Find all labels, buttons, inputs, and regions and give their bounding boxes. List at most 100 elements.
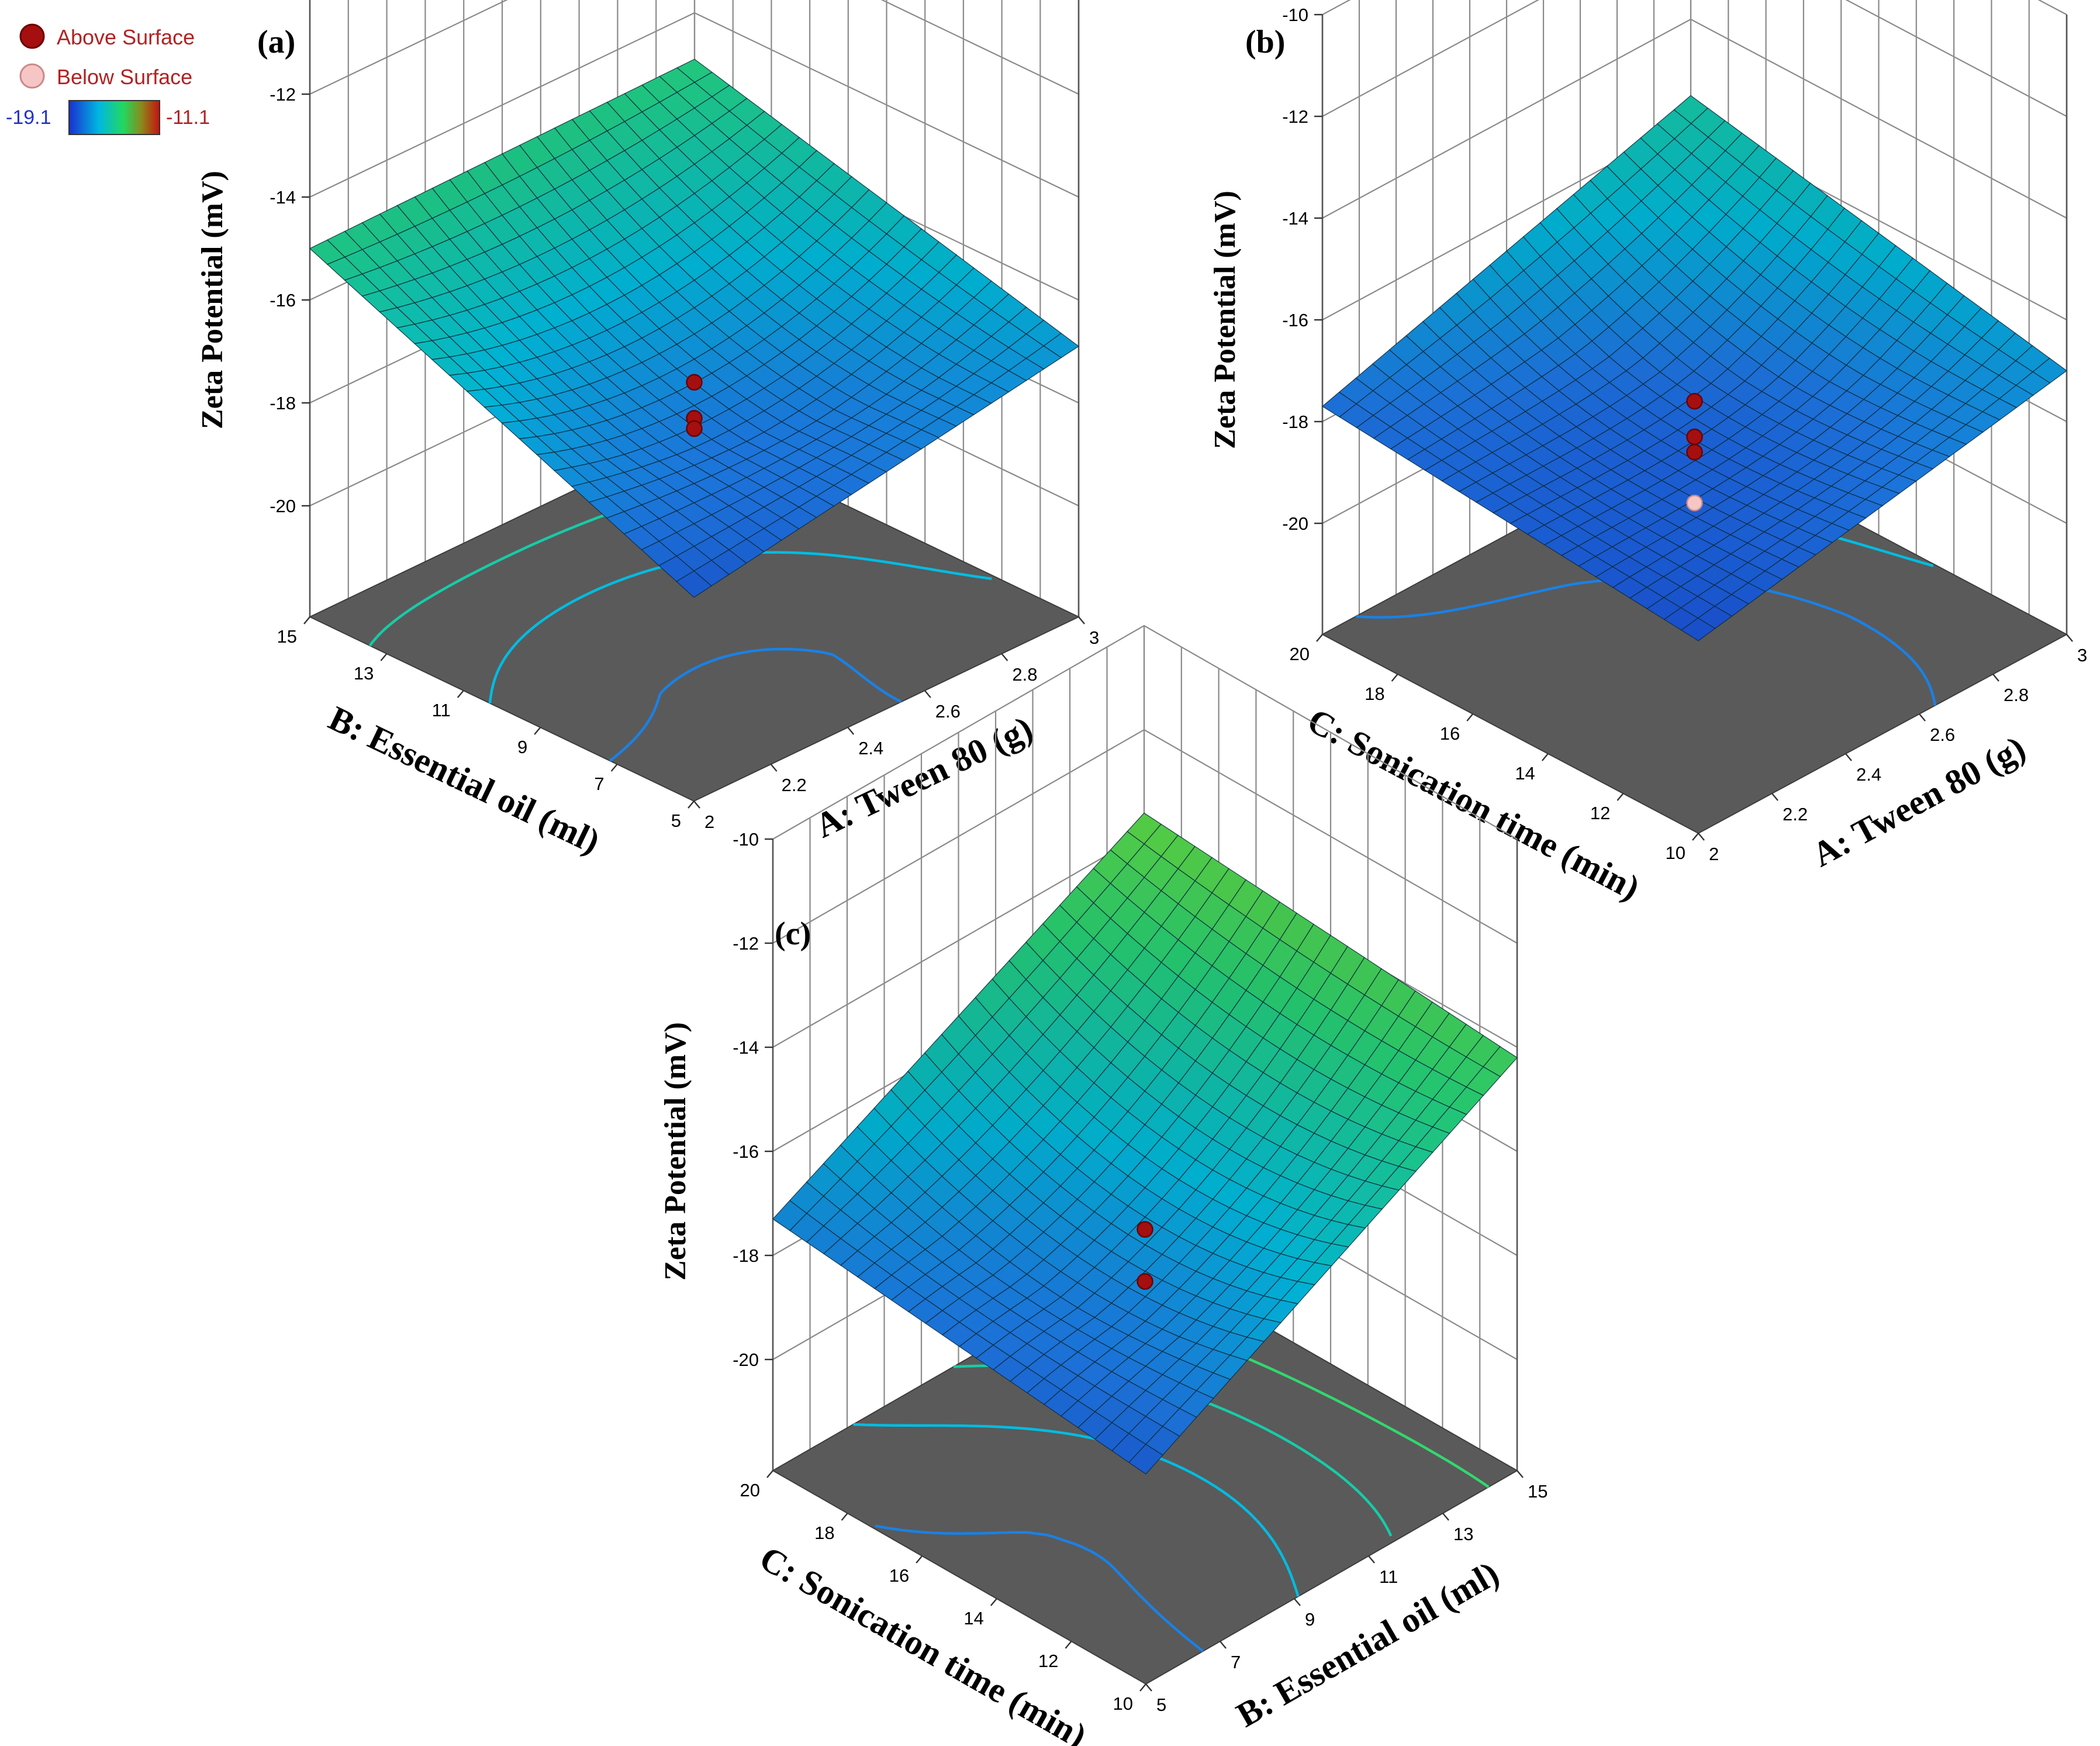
panel-b-y-tickmark [1391, 674, 1398, 682]
panel-b-y-tick-label: 14 [1515, 763, 1535, 784]
panel-c-design-points [1137, 1221, 1153, 1290]
panel-c-y-tick-label: 14 [963, 1608, 983, 1628]
panel-b-wall-gridline [1322, 0, 2067, 15]
panel-b-y-tick-label: 18 [1365, 684, 1384, 704]
panel-b-z-tick-label: -16 [1282, 310, 1308, 330]
panel-b-y-tickmark [1541, 753, 1549, 761]
panel-a-x-tickmark [693, 800, 700, 809]
panel-c-x-tickmark [1294, 1598, 1301, 1606]
panel-c-z-tick-label: -14 [733, 1037, 759, 1058]
panel-a-z-tick-label: -18 [270, 393, 296, 413]
panel-c-x-tick-label: 9 [1305, 1609, 1315, 1630]
panel-a-y-tick-label: 5 [671, 810, 681, 831]
panel-a-y-tick-label: 9 [517, 737, 527, 757]
panel-b-x-tickmark [1771, 793, 1778, 801]
panel-c-y-tick-label: 16 [889, 1565, 909, 1586]
panel-c-surface [772, 812, 1518, 1475]
panel-b-surface-patch [1680, 617, 1716, 641]
panel-b-z-tick-label: -20 [1282, 513, 1308, 534]
panel-b-design-points [1686, 392, 1703, 512]
panel-b-y-tick-label: 12 [1590, 803, 1610, 823]
panel-c-y-tick-label: 12 [1038, 1651, 1058, 1671]
panel-b-z-tick-label: -14 [1282, 208, 1308, 229]
panel-a-y-tick-label: 7 [594, 774, 604, 794]
panel-a-x-tickmark [847, 727, 855, 735]
panel-a-x-tickmark [1078, 616, 1085, 624]
panel-b-x-ticks: 2 2.2 2.4 2.6 2.8 3 [1698, 634, 2087, 864]
panel-b: -10 -12 -14 -16 -18 -20 2 2.2 2.4 2.6 2.8 3 10 12 14 16… [1208, 0, 2087, 907]
panel-c-y-tick-label: 20 [740, 1480, 760, 1500]
panel-a-z-axis-title: Zeta Potential (mV) [196, 171, 229, 429]
panel-c-z-axis-title: Zeta Potential (mV) [659, 1022, 692, 1281]
panel-b-z-tick-label: -10 [1282, 5, 1308, 25]
panel-a-x-tick-label: 2.6 [935, 701, 961, 722]
panel-c-z-tick-label: -20 [733, 1350, 759, 1370]
panel-b-x-tickmark [1845, 753, 1852, 761]
panel-c-design-point-above [1137, 1221, 1153, 1238]
panel-c-x-tickmark [1368, 1555, 1375, 1564]
panel-a-z-ticks: -10 -12 -14 -16 -18 -20 [270, 0, 310, 516]
panel-a-x-tick-label: 2.4 [858, 738, 883, 758]
panel-c-x-tick-label: 11 [1379, 1566, 1398, 1587]
panel-b-x-tickmark [1919, 713, 1926, 722]
panel-c-y-tickmark [1139, 1683, 1146, 1692]
panel-b-y-ticks: 10 12 14 16 18 20 [1290, 634, 1699, 863]
panel-a-x-tickmark [1001, 653, 1008, 661]
panel-a-wall-gridline [309, 0, 1079, 95]
panel-c-y-ticks: 10 12 14 16 18 20 [740, 1470, 1146, 1714]
above-surface-marker [19, 23, 45, 49]
legend: Above Surface Below Surface -19.1 -11.1 [6, 23, 210, 135]
panel-c-contour-line [853, 1423, 1300, 1597]
panel-c-x-tick-label: 7 [1231, 1652, 1241, 1672]
panel-a-x-ticks: 2 2.2 2.4 2.6 2.8 3 [693, 616, 1099, 832]
panel-c-y-tickmark [1065, 1641, 1072, 1649]
panel-b-x-tick-label: 3 [2077, 645, 2087, 665]
panel-a-x-tickmark [924, 690, 931, 698]
panel-c-x-tick-label: 13 [1453, 1524, 1473, 1544]
panel-a-contour-line [609, 647, 902, 762]
panel-c-z-tick-label: -12 [733, 933, 759, 954]
panel-b-design-point-above [1686, 428, 1703, 446]
panel-b-x-tickmark [1698, 833, 1705, 841]
below-surface-marker [19, 63, 45, 89]
panel-b-wall-gridline [1322, 0, 2067, 117]
panel-a-z-tick-label: -20 [270, 496, 296, 516]
panel-b-x-tickmark [1992, 674, 1999, 682]
panel-b-y-tickmark [1617, 793, 1624, 801]
panel-c-design-point-above [1137, 1273, 1153, 1290]
panel-b-label: (b) [1245, 24, 1285, 60]
panel-a-y-tickmark [534, 727, 541, 735]
panel-b-x-tick-label: 2.6 [1930, 724, 1955, 745]
panel-c-x-tickmark [1145, 1683, 1152, 1692]
panel-b-design-point-above [1686, 392, 1703, 410]
panel-b-x-tick-label: 2 [1709, 844, 1719, 864]
panel-a-z-tick-label: -14 [270, 187, 296, 208]
panel-b-surface [1321, 95, 2068, 641]
panel-a-y-tickmark [380, 653, 388, 661]
panel-c-label: (c) [775, 916, 811, 952]
colorbar [68, 100, 160, 135]
panel-c-z-tick-label: -10 [733, 829, 759, 850]
colorbar-max-label: -11.1 [166, 106, 210, 129]
panel-a-label: (a) [257, 24, 295, 60]
panel-b-x-tick-label: 2.4 [1856, 764, 1881, 785]
panel-c-x-tickmark [1517, 1470, 1524, 1478]
panel-c-x-ticks: 5 7 9 11 13 15 [1145, 1470, 1548, 1715]
panel-a-surface-patch [676, 570, 712, 598]
panel-a-y-tickmark [457, 690, 464, 698]
panel-a-y-tick-label: 11 [432, 700, 451, 720]
panel-a-y-tickmark [688, 800, 695, 809]
panel-b-x-tick-label: 2.2 [1783, 804, 1808, 824]
panel-a-x-tickmark [770, 764, 778, 772]
panel-b-y-tick-label: 16 [1440, 723, 1460, 744]
below-surface-label: Below Surface [57, 65, 192, 89]
panel-a-design-point-above [686, 374, 703, 391]
panel-a: -10 -12 -14 -16 -18 -20 2 2.2 2.4 2.6 2.8 3 5 7 9 11 13 1… [196, 0, 1099, 861]
panel-c-y-tickmark [766, 1470, 773, 1478]
panel-b-y-tick-label: 20 [1290, 644, 1310, 664]
panel-c-x-tickmark [1220, 1641, 1227, 1649]
panel-a-y-tick-label: 13 [354, 663, 374, 684]
panel-b-z-ticks: -10 -12 -14 -16 -18 -20 [1282, 5, 1322, 534]
above-surface-label: Above Surface [57, 25, 195, 49]
